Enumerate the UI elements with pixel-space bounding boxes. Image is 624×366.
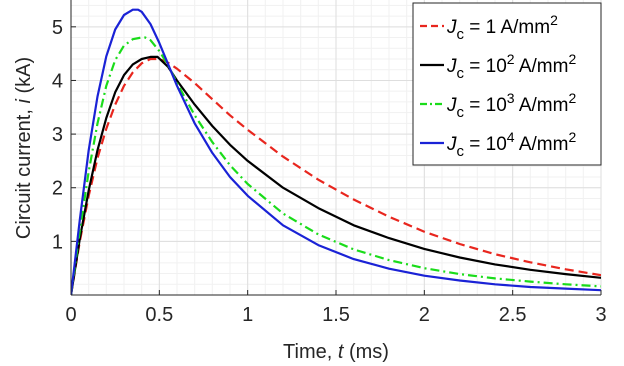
legend-label-3: Jc = 103 A/mm2: [446, 90, 576, 121]
y-tick-label: 2: [52, 178, 63, 200]
series-layer: [71, 8, 601, 295]
x-tick-label: 0.5: [145, 304, 173, 326]
x-tick-label: 2: [419, 304, 430, 326]
legend-label-2: Jc = 102 A/mm2: [446, 51, 576, 82]
legend-label-4: Jc = 104 A/mm2: [446, 129, 576, 160]
y-tick-label: 4: [52, 70, 63, 92]
series-line-4: [71, 8, 601, 295]
y-axis-label: Circuit current, i (kA): [13, 57, 35, 239]
series-line-1: [71, 57, 601, 295]
y-tick-label: 3: [52, 124, 63, 146]
x-tick-label: 2.5: [499, 304, 527, 326]
legend-box: [412, 2, 602, 166]
x-tick-label: 1: [242, 304, 253, 326]
y-axis-tick-labels: 1 2 3 4 5: [52, 17, 63, 254]
series-line-2: [71, 55, 601, 295]
x-axis-tick-labels: 0 0.5 1 1.5 2 2.5 3: [65, 304, 606, 326]
axes: [70, 0, 602, 296]
legend-label-1: Jc = 1 A/mm2: [446, 12, 558, 43]
x-tick-label: 3: [595, 304, 606, 326]
x-axis-label: Time, t (ms): [283, 341, 389, 363]
y-tick-label: 1: [52, 231, 63, 253]
legend: Jc = 1 A/mm2 Jc = 102 A/mm2 Jc = 103 A/mm2…: [412, 2, 602, 166]
y-tick-label: 5: [52, 17, 63, 39]
x-tick-label: 1.5: [322, 304, 350, 326]
x-tick-label: 0: [65, 304, 76, 326]
